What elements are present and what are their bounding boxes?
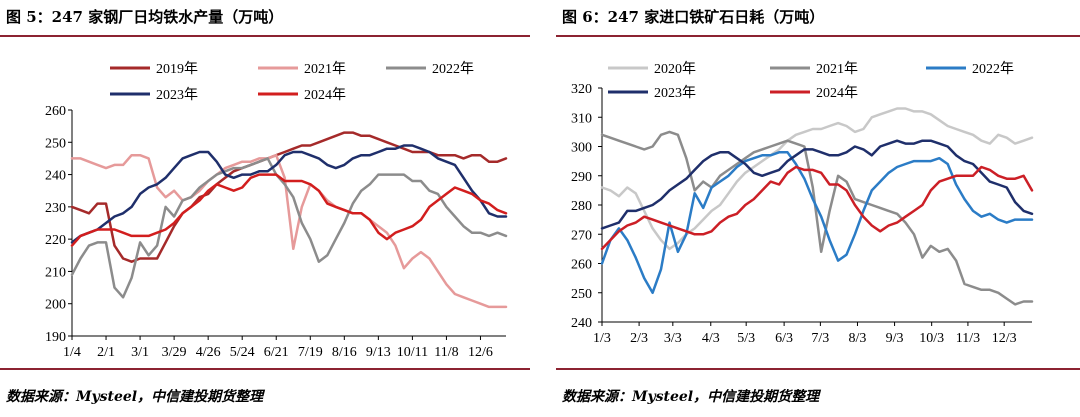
x-tick-label: 2/3: [630, 331, 648, 346]
legend-label: 2023年: [156, 87, 198, 103]
x-tick-label: 11/8: [434, 345, 458, 360]
y-tick-label: 260: [571, 258, 592, 273]
y-tick-label: 310: [571, 111, 592, 126]
y-tick-label: 280: [571, 199, 592, 214]
legend-label: 2024年: [816, 85, 858, 101]
legend-label: 2024年: [304, 87, 346, 103]
chart-source: 数据来源：Mysteel，中信建投期货整理: [562, 389, 820, 405]
x-tick-label: 6/3: [775, 331, 793, 346]
x-tick-label: 5/24: [230, 345, 255, 360]
x-tick-label: 10/3: [919, 331, 944, 346]
y-tick-label: 240: [45, 169, 66, 184]
y-tick-label: 250: [45, 136, 66, 151]
x-tick-label: 6/21: [264, 345, 289, 360]
series-line-2023年: [70, 144, 508, 244]
y-tick-label: 240: [571, 316, 592, 331]
y-tick-label: 200: [45, 298, 66, 313]
x-tick-label: 8/3: [849, 331, 867, 346]
line-chart-iron-output: 190 200 210 220 230 240 250 260 1/4 2/1 3/1 3/29 4/2…: [45, 61, 508, 360]
chart-title: 图 5：247 家钢厂日均铁水产量（万吨）: [6, 8, 284, 26]
series-line-2019年: [70, 131, 508, 263]
source-rule: [556, 368, 1080, 370]
title-rule: [556, 35, 1080, 37]
x-tick-label: 3/1: [131, 345, 149, 360]
x-tick-label: 7/3: [811, 331, 829, 346]
legend-label: 2022年: [972, 61, 1014, 77]
chart-panel-iron-output: 图 5：247 家钢厂日均铁水产量（万吨） 190 200 210 220 230 240…: [0, 0, 530, 417]
x-tick-label: 3/29: [162, 345, 187, 360]
y-tick-label: 220: [45, 233, 66, 248]
series-line-2024年: [600, 165, 1034, 251]
y-tick-label: 210: [45, 265, 66, 280]
legend-label: 2020年: [654, 61, 696, 77]
x-tick-label: 1/4: [63, 345, 81, 360]
x-tick-label: 12/3: [992, 331, 1017, 346]
y-tick-label: 320: [571, 82, 592, 97]
series-line-2022年: [600, 151, 1034, 295]
line-chart-ore-consumption: 240 250 260 270 280 290 300 310 320 1/3 2/3 3/3 4/3 5…: [571, 61, 1034, 346]
x-tick-label: 9/13: [366, 345, 391, 360]
legend-label: 2022年: [432, 61, 474, 77]
x-tick-label: 5/3: [737, 331, 755, 346]
y-tick-label: 190: [45, 330, 66, 345]
x-tick-label: 11/3: [956, 331, 980, 346]
title-rule: [0, 35, 530, 37]
x-tick-label: 4/3: [702, 331, 720, 346]
x-tick-label: 10/11: [397, 345, 428, 360]
legend-label: 2023年: [654, 85, 696, 101]
y-tick-label: 300: [571, 141, 592, 156]
x-tick-label: 1/3: [593, 331, 611, 346]
series-line-2024年: [70, 173, 508, 247]
series-line-2021年: [70, 153, 508, 309]
series-line-2023年: [600, 139, 1034, 230]
x-tick-label: 2/1: [97, 345, 115, 360]
x-tick-label: 9/3: [886, 331, 904, 346]
y-tick-label: 250: [571, 287, 592, 302]
y-tick-label: 290: [571, 170, 592, 185]
legend-label: 2019年: [156, 61, 198, 77]
y-tick-label: 270: [571, 228, 592, 243]
source-rule: [0, 368, 530, 370]
chart-title: 图 6：247 家进口铁矿石日耗（万吨）: [562, 8, 825, 26]
x-tick-label: 3/3: [664, 331, 682, 346]
series-line-2020年: [600, 107, 1034, 251]
legend-label: 2021年: [304, 61, 346, 77]
chart-source: 数据来源：Mysteel，中信建投期货整理: [6, 389, 264, 405]
y-tick-label: 230: [45, 201, 66, 216]
x-tick-label: 7/19: [298, 345, 323, 360]
y-tick-label: 260: [45, 104, 66, 119]
x-tick-label: 8/16: [332, 345, 357, 360]
legend-label: 2021年: [816, 61, 858, 77]
x-tick-label: 4/26: [196, 345, 221, 360]
series-line-2021年: [600, 130, 1034, 306]
series-line-2022年: [70, 157, 508, 299]
chart-panel-ore-consumption: 图 6：247 家进口铁矿石日耗（万吨） 240 250 260 270 280 290 3…: [556, 0, 1080, 417]
x-tick-label: 12/6: [468, 345, 493, 360]
